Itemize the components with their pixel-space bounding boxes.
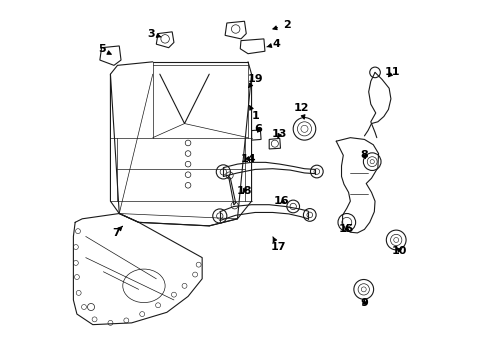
Text: 14: 14 (240, 154, 255, 164)
Text: 16: 16 (273, 196, 289, 206)
Text: 18: 18 (236, 186, 252, 195)
Text: 5: 5 (98, 45, 111, 54)
Text: 11: 11 (384, 67, 400, 77)
Text: 9: 9 (360, 298, 367, 309)
Text: 1: 1 (249, 106, 259, 121)
Text: 15: 15 (339, 224, 354, 234)
Text: 2: 2 (272, 20, 290, 30)
Text: 8: 8 (360, 150, 367, 160)
Text: 10: 10 (391, 246, 407, 256)
Text: 17: 17 (270, 237, 285, 252)
Text: 7: 7 (112, 226, 122, 238)
Text: 6: 6 (254, 124, 262, 134)
Text: 12: 12 (293, 103, 308, 119)
Text: 4: 4 (266, 39, 280, 49)
Text: 13: 13 (271, 129, 287, 139)
Text: 3: 3 (147, 28, 161, 39)
Text: 19: 19 (247, 75, 263, 87)
